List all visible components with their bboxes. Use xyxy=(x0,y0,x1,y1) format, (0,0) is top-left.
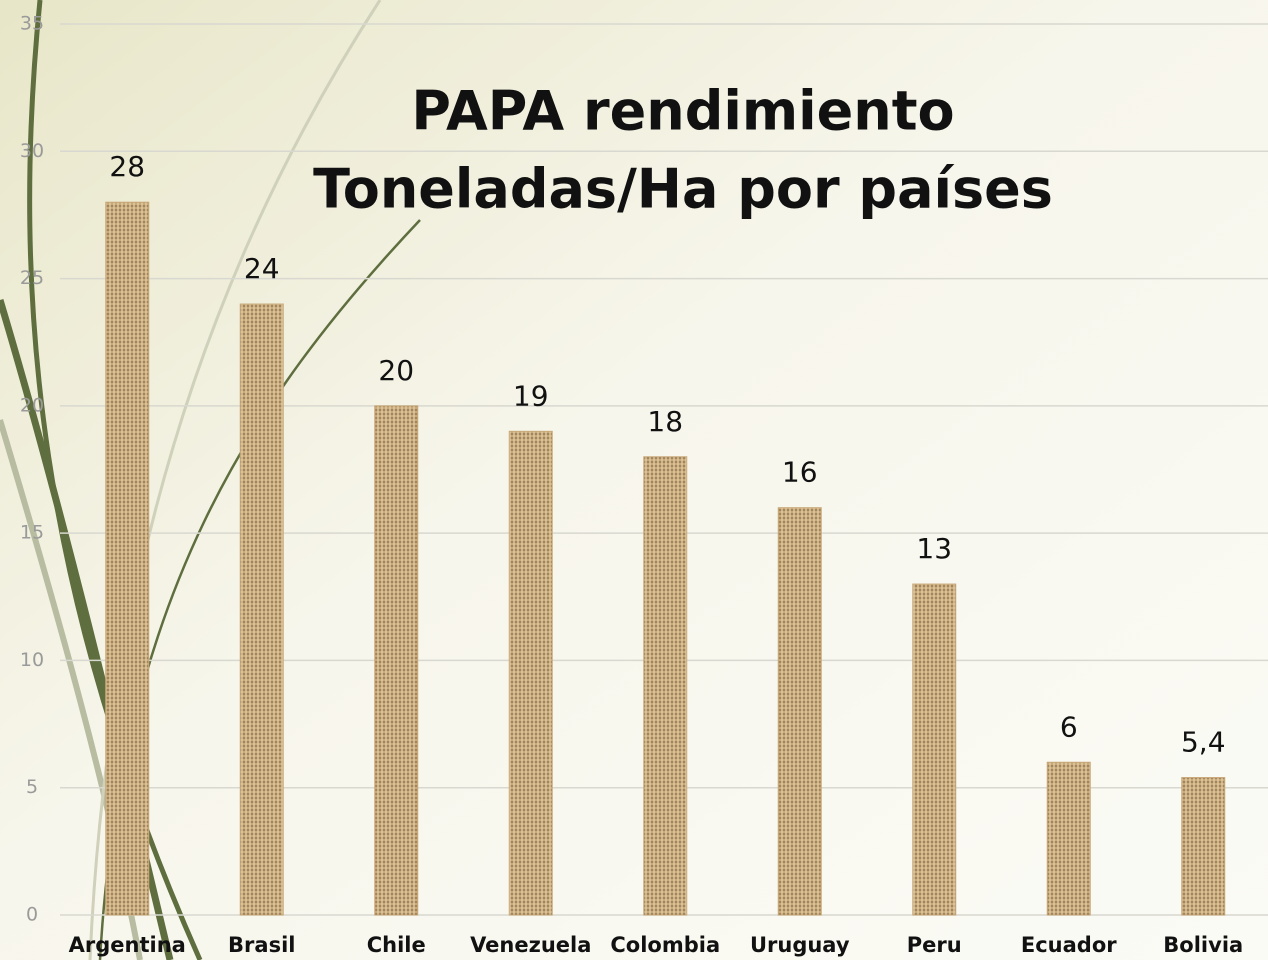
data-label: 5,4 xyxy=(1181,726,1226,759)
x-tick-label: Peru xyxy=(907,933,962,957)
y-tick-label: 5 xyxy=(26,776,38,798)
y-tick-label: 30 xyxy=(20,140,44,162)
x-tick-label: Venezuela xyxy=(470,933,591,957)
x-tick-label: Colombia xyxy=(610,933,720,957)
y-tick-label: 35 xyxy=(20,13,44,35)
bar xyxy=(105,201,150,916)
x-tick-label: Bolivia xyxy=(1163,933,1243,957)
bar xyxy=(239,303,284,916)
data-label: 16 xyxy=(782,456,818,489)
chart-title: Toneladas/Ha por países xyxy=(313,158,1053,221)
y-tick-label: 10 xyxy=(20,649,44,671)
data-label: 19 xyxy=(513,379,549,412)
data-label: 13 xyxy=(916,532,952,565)
data-label: 24 xyxy=(244,252,280,285)
data-label: 28 xyxy=(109,150,145,183)
data-label: 20 xyxy=(378,354,414,387)
x-tick-label: Argentina xyxy=(69,933,186,957)
bar xyxy=(1181,777,1226,916)
x-tick-label: Ecuador xyxy=(1021,933,1117,957)
bar xyxy=(912,583,957,916)
y-tick-label: 15 xyxy=(20,522,44,544)
bar xyxy=(1046,761,1091,916)
data-label: 6 xyxy=(1060,710,1078,743)
y-tick-label: 25 xyxy=(20,267,44,289)
data-label: 18 xyxy=(647,405,683,438)
x-tick-label: Chile xyxy=(367,933,426,957)
y-tick-label: 20 xyxy=(20,394,44,416)
bar xyxy=(374,405,419,916)
bar xyxy=(643,456,688,916)
bar xyxy=(508,430,553,916)
x-tick-label: Uruguay xyxy=(750,933,850,957)
bar xyxy=(777,507,822,916)
chart-title: PAPA rendimiento xyxy=(411,80,954,143)
x-tick-label: Brasil xyxy=(228,933,295,957)
y-tick-label: 0 xyxy=(26,904,38,926)
